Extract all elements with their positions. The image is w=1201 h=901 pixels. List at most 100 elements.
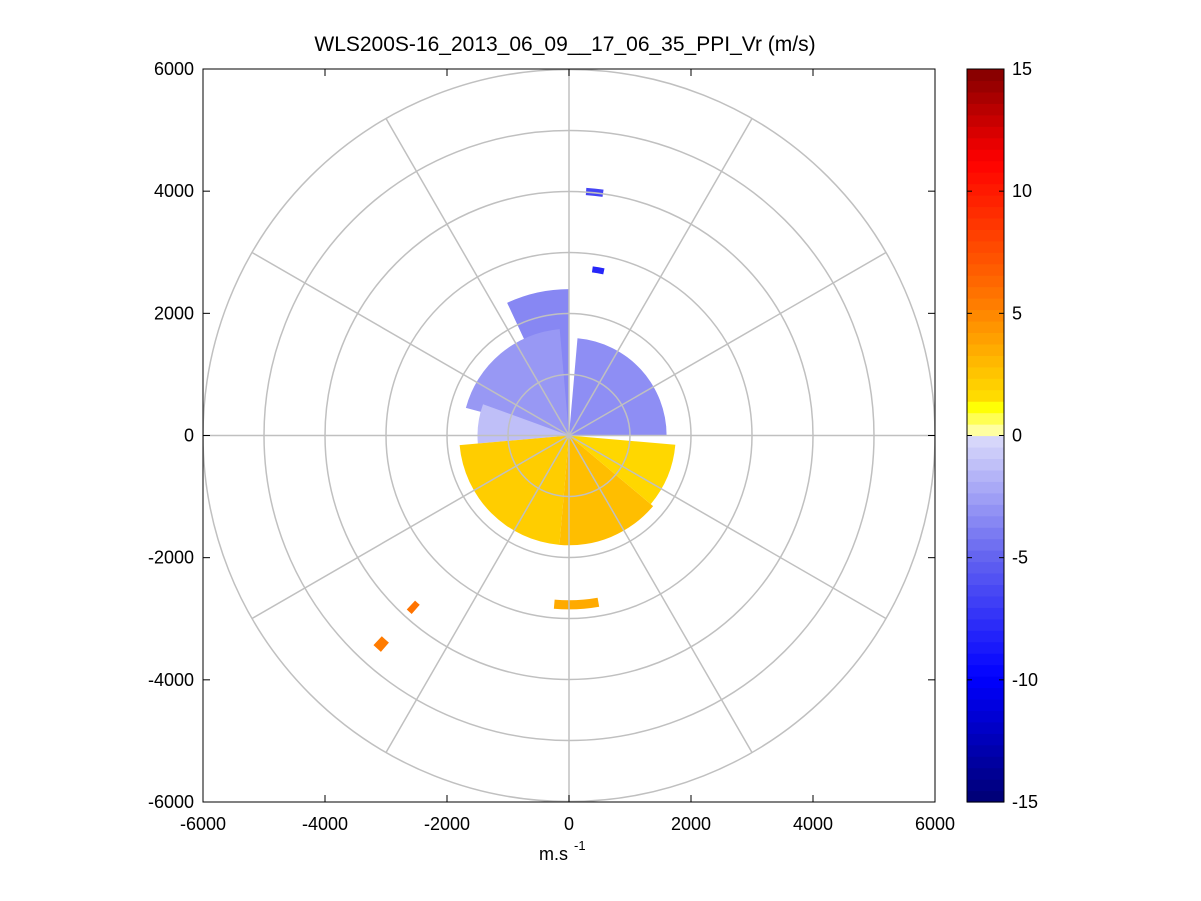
y-tick-label-6: 6000 <box>154 59 194 79</box>
colorbar-cell-42 <box>967 309 1004 322</box>
colorbar-cell-9 <box>967 687 1004 700</box>
colorbar-cell-27 <box>967 481 1004 494</box>
colorbar-cell-35 <box>967 389 1004 402</box>
colorbar-cell-54 <box>967 172 1004 185</box>
x-tick-label-3: 0 <box>564 814 574 834</box>
colorbar-cell-24 <box>967 515 1004 528</box>
colorbar-gradient <box>967 69 1004 803</box>
colorbar-cell-36 <box>967 378 1004 391</box>
y-tick-label-0: -6000 <box>148 792 194 812</box>
velocity-region-3 <box>477 404 569 444</box>
colorbar-cell-57 <box>967 137 1004 150</box>
velocity-region-9 <box>406 600 420 614</box>
spoke-8 <box>385 435 570 753</box>
colorbar-cell-23 <box>967 527 1004 540</box>
x-axis-label: m.s -1 <box>539 838 586 864</box>
colorbar-cell-29 <box>967 458 1004 471</box>
x-axis-label-text: m.s <box>539 844 568 864</box>
colorbar-cell-44 <box>967 286 1004 299</box>
colorbar-ticks: -15 -10 -5 0 5 10 15 <box>967 59 1038 812</box>
y-tick-label-4: 2000 <box>154 303 194 323</box>
velocity-region-4 <box>459 435 569 545</box>
colorbar-cell-41 <box>967 320 1004 334</box>
colorbar-cell-49 <box>967 229 1004 242</box>
colorbar-cell-3 <box>967 756 1004 769</box>
x-tick-label-2: -2000 <box>424 814 470 834</box>
spoke-5 <box>251 251 570 437</box>
colorbar-cell-34 <box>967 401 1004 414</box>
colorbar-cell-63 <box>967 69 1004 82</box>
velocity-region-6 <box>569 435 676 505</box>
spoke-7 <box>251 434 570 620</box>
colorbar-cell-58 <box>967 126 1004 139</box>
colorbar-cell-28 <box>967 469 1004 482</box>
colorbar-cell-5 <box>967 733 1004 746</box>
colorbar-cell-43 <box>967 298 1004 311</box>
velocity-region-11 <box>591 266 605 275</box>
colorbar-cell-38 <box>967 355 1004 368</box>
colorbar-cell-15 <box>967 618 1004 631</box>
colorbar: -15 -10 -5 0 5 10 15 <box>966 59 1038 812</box>
colorbar-cell-7 <box>967 710 1004 723</box>
colorbar-cell-30 <box>967 446 1004 460</box>
colorbar-tick-label-2: -5 <box>1012 548 1028 568</box>
colorbar-tick-label-0: -15 <box>1012 792 1038 812</box>
colorbar-cell-51 <box>967 206 1004 219</box>
spoke-4 <box>385 118 570 436</box>
spoke-10 <box>568 435 753 753</box>
x-tick-label-5: 4000 <box>793 814 833 834</box>
velocity-region-8 <box>373 636 389 652</box>
colorbar-cell-22 <box>967 538 1004 551</box>
colorbar-cell-32 <box>967 424 1004 437</box>
colorbar-tick-label-4: 5 <box>1012 303 1022 323</box>
x-tick-label-0: -6000 <box>180 814 226 834</box>
velocity-region-7 <box>553 597 600 610</box>
x-axis-label-superscript: -1 <box>574 838 586 853</box>
spoke-2 <box>568 118 753 436</box>
colorbar-cell-48 <box>967 240 1004 253</box>
colorbar-cell-47 <box>967 252 1004 265</box>
colorbar-cell-10 <box>967 676 1004 689</box>
colorbar-cell-52 <box>967 194 1004 208</box>
y-tick-label-3: 0 <box>184 426 194 446</box>
colorbar-cell-20 <box>967 561 1004 574</box>
spoke-11 <box>568 434 887 620</box>
colorbar-cell-56 <box>967 149 1004 162</box>
spoke-1 <box>568 251 887 437</box>
colorbar-cell-1 <box>967 779 1004 792</box>
plot-area: -6000 -4000 -2000 0 2000 4000 6000 -6000 -4000 -2… <box>148 59 955 834</box>
colorbar-cell-2 <box>967 767 1004 780</box>
colorbar-cell-8 <box>967 698 1004 711</box>
y-tick-label-2: -2000 <box>148 548 194 568</box>
colorbar-cell-31 <box>967 435 1004 448</box>
colorbar-cell-46 <box>967 263 1004 276</box>
colorbar-cell-60 <box>967 103 1004 116</box>
colorbar-cell-17 <box>967 595 1004 608</box>
colorbar-cell-6 <box>967 721 1004 734</box>
colorbar-cell-53 <box>967 183 1004 196</box>
colorbar-cell-61 <box>967 91 1004 104</box>
colorbar-cell-26 <box>967 492 1004 505</box>
y-tick-label-1: -4000 <box>148 670 194 690</box>
colorbar-cell-50 <box>967 217 1004 230</box>
colorbar-cell-59 <box>967 114 1004 127</box>
y-tick-label-5: 4000 <box>154 181 194 201</box>
velocity-region-5 <box>559 435 654 546</box>
colorbar-cell-12 <box>967 653 1004 666</box>
velocity-region-0 <box>569 338 667 436</box>
colorbar-cell-25 <box>967 504 1004 517</box>
colorbar-cell-14 <box>967 630 1004 643</box>
colorbar-cell-45 <box>967 275 1004 288</box>
colorbar-cell-21 <box>967 550 1004 563</box>
colorbar-cell-4 <box>967 744 1004 757</box>
colorbar-tick-label-6: 15 <box>1012 59 1032 79</box>
colorbar-tick-label-3: 0 <box>1012 426 1022 446</box>
colorbar-tick-label-5: 10 <box>1012 181 1032 201</box>
colorbar-cell-19 <box>967 572 1004 585</box>
x-tick-label-1: -4000 <box>302 814 348 834</box>
colorbar-cell-18 <box>967 584 1004 597</box>
colorbar-cell-16 <box>967 607 1004 620</box>
colorbar-cell-13 <box>967 641 1004 654</box>
axis-ticks: -6000 -4000 -2000 0 2000 4000 6000 -6000 -4000 -2… <box>148 59 955 834</box>
